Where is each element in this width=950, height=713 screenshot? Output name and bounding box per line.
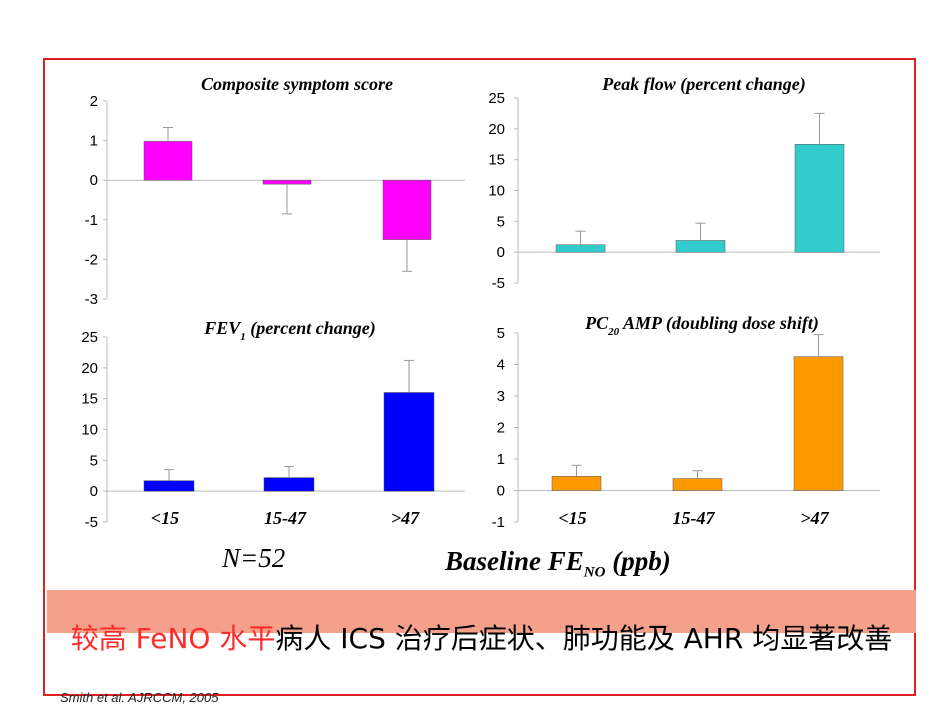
peakflow-title: Peak flow (percent change): [601, 74, 805, 95]
pc20-bar-1: [672, 478, 723, 491]
peakflow-bar-1: [675, 240, 726, 253]
peakflow-y-tick-label: -5: [492, 275, 505, 292]
pc20-y-tick-label: 5: [497, 325, 505, 342]
pc20-x-label-2: >47: [800, 508, 829, 528]
fev1-y-tick-label: 15: [81, 391, 98, 408]
pc20-y-tick-label: 2: [497, 420, 505, 437]
fev1-y-tick-label: 25: [81, 329, 98, 346]
peakflow-y-tick-label: 15: [488, 152, 505, 169]
sample-size-label: N=52: [222, 543, 286, 573]
pc20-y-tick-label: 3: [497, 388, 505, 405]
fev1-x-label-1: 15-47: [264, 508, 307, 528]
fev1-x-label-0: <15: [151, 508, 179, 528]
pc20-y-tick-label: 1: [497, 451, 505, 468]
x-axis-title-sub: NO: [583, 564, 606, 581]
pc20-y-tick-label: -1: [492, 514, 505, 531]
composite-bar-2: [382, 179, 432, 240]
fev1-y-tick-label: 10: [81, 422, 98, 439]
conclusion-text: 较高 FeNO 水平病人 ICS 治疗后症状、肺功能及 AHR 均显著改善: [47, 614, 916, 664]
peakflow-y-tick-label: 25: [488, 90, 505, 107]
composite-y-tick-label: 2: [90, 93, 98, 110]
fev1-y-tick-label: 5: [90, 452, 98, 469]
fev1-y-tick-label: 0: [90, 483, 98, 500]
fev1-title: FEV1 (percent change): [203, 318, 376, 343]
conclusion-banner: [47, 590, 916, 633]
peakflow-y-tick-label: 5: [497, 213, 505, 230]
peakflow-bar-0: [555, 244, 606, 253]
citation: Smith et al. AJRCCM, 2005: [60, 690, 219, 705]
fev1-y-tick-label: 20: [81, 360, 98, 377]
x-axis-title: Baseline FENO (ppb): [445, 546, 671, 581]
pc20-bar-2: [793, 356, 844, 491]
peakflow-y-tick-label: 0: [497, 244, 505, 261]
composite-y-tick-label: -2: [85, 251, 98, 268]
peakflow-y-tick-label: 20: [488, 121, 505, 138]
composite-bar-0: [143, 141, 193, 181]
composite-bar-1: [262, 179, 312, 185]
pc20-y-tick-label: 4: [497, 357, 505, 374]
composite-y-tick-label: 0: [90, 172, 98, 189]
peakflow-bar-2: [794, 144, 845, 253]
pc20-y-tick-label: 0: [497, 483, 505, 500]
x-axis-title-unit: (ppb): [605, 546, 671, 576]
x-axis-title-main: Baseline FE: [445, 546, 584, 576]
figure-frame: [43, 58, 916, 696]
fev1-bar-1: [263, 477, 315, 492]
composite-title: Composite symptom score: [201, 74, 393, 94]
pc20-x-label-0: <15: [558, 508, 586, 528]
composite-y-tick-label: -3: [85, 291, 98, 308]
pc20-title: PC20 AMP (doubling dose shift): [584, 313, 819, 338]
fev1-bar-0: [143, 480, 195, 492]
fev1-y-tick-label: -5: [85, 514, 98, 531]
pc20-x-label-1: 15-47: [673, 508, 716, 528]
conclusion-rest: 病人 ICS 治疗后症状、肺功能及 AHR 均显著改善: [275, 622, 893, 655]
peakflow-y-tick-label: 10: [488, 183, 505, 200]
composite-y-tick-label: 1: [90, 133, 98, 150]
fev1-x-label-2: >47: [391, 508, 420, 528]
pc20-bar-0: [551, 476, 602, 491]
composite-y-tick-label: -1: [85, 212, 98, 229]
fev1-bar-2: [383, 392, 435, 492]
conclusion-highlight: 较高 FeNO 水平: [70, 622, 276, 655]
